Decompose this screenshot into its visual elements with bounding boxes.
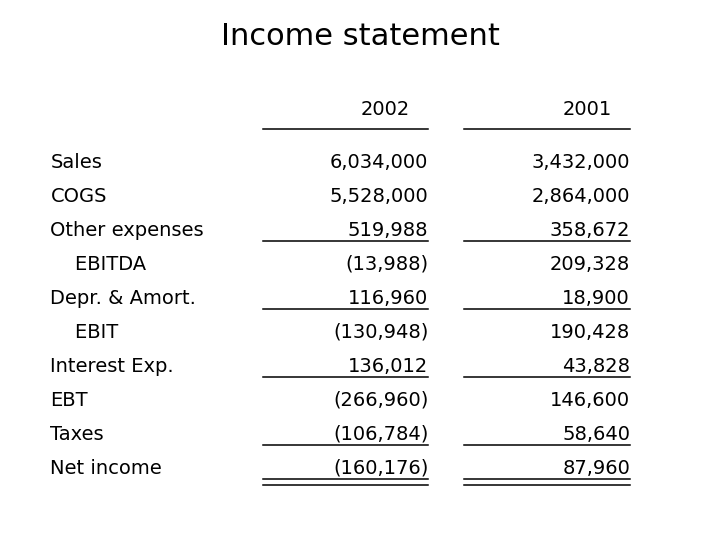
Text: EBT: EBT bbox=[50, 390, 88, 410]
Text: (130,948): (130,948) bbox=[333, 322, 428, 342]
Text: Depr. & Amort.: Depr. & Amort. bbox=[50, 288, 197, 308]
Text: EBITDA: EBITDA bbox=[50, 254, 147, 274]
Text: 190,428: 190,428 bbox=[550, 322, 630, 342]
Text: 116,960: 116,960 bbox=[348, 288, 428, 308]
Text: 358,672: 358,672 bbox=[549, 220, 630, 240]
Text: Taxes: Taxes bbox=[50, 424, 104, 444]
Text: 2001: 2001 bbox=[562, 100, 611, 119]
Text: 6,034,000: 6,034,000 bbox=[330, 152, 428, 172]
Text: EBIT: EBIT bbox=[50, 322, 119, 342]
Text: Other expenses: Other expenses bbox=[50, 220, 204, 240]
Text: 146,600: 146,600 bbox=[550, 390, 630, 410]
Text: 18,900: 18,900 bbox=[562, 288, 630, 308]
Text: 519,988: 519,988 bbox=[348, 220, 428, 240]
Text: 3,432,000: 3,432,000 bbox=[531, 152, 630, 172]
Text: Income statement: Income statement bbox=[220, 22, 500, 51]
Text: (160,176): (160,176) bbox=[333, 458, 428, 478]
Text: Net income: Net income bbox=[50, 458, 162, 478]
Text: 87,960: 87,960 bbox=[562, 458, 630, 478]
Text: 2,864,000: 2,864,000 bbox=[531, 186, 630, 206]
Text: 58,640: 58,640 bbox=[562, 424, 630, 444]
Text: (106,784): (106,784) bbox=[333, 424, 428, 444]
Text: (266,960): (266,960) bbox=[333, 390, 428, 410]
Text: Interest Exp.: Interest Exp. bbox=[50, 356, 174, 376]
Text: 136,012: 136,012 bbox=[348, 356, 428, 376]
Text: Sales: Sales bbox=[50, 152, 102, 172]
Text: 209,328: 209,328 bbox=[550, 254, 630, 274]
Text: 5,528,000: 5,528,000 bbox=[330, 186, 428, 206]
Text: (13,988): (13,988) bbox=[346, 254, 428, 274]
Text: 2002: 2002 bbox=[361, 100, 410, 119]
Text: 43,828: 43,828 bbox=[562, 356, 630, 376]
Text: COGS: COGS bbox=[50, 186, 107, 206]
